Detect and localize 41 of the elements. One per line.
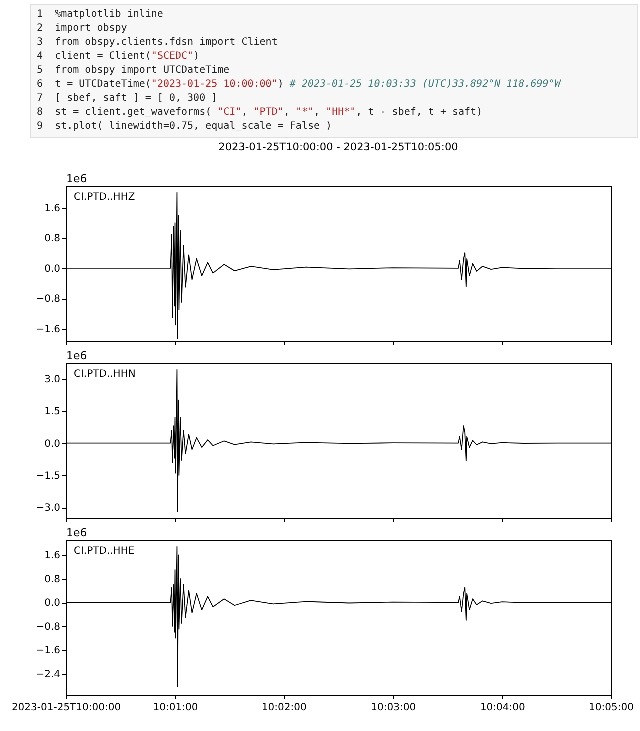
text: 3 from obspy.clients.fdsn import Client	[37, 37, 278, 48]
y-tick-label: −1.6	[36, 646, 60, 657]
y-tick-label: −3.0	[36, 503, 60, 514]
y-tick-label: −0.8	[36, 294, 60, 306]
x-tick-label: 10:04:00	[480, 702, 526, 714]
text: 8 st = client.get_waveforms(	[37, 107, 212, 118]
y-tick-label: −0.8	[36, 622, 60, 633]
text: 7 [ sbef, saft ] = [ 0, 300 ]	[37, 93, 218, 104]
y-axis-title: 1e6	[66, 526, 88, 540]
text: 6 t = UTCDateTime(	[37, 79, 152, 90]
annotation: CI.PTD..HHN	[74, 369, 136, 380]
y-tick-label: −1.5	[36, 470, 60, 482]
text: "SCEDC")	[151, 51, 200, 62]
chart-title: 2023-01-25T10:00:00 - 2023-01-25T10:05:00	[218, 142, 458, 154]
x-tick-label: 10:01:00	[153, 702, 198, 714]
text: 5 from obspy import UTCDateTime	[37, 65, 230, 76]
x-tick-label: 10:05:00	[589, 702, 634, 714]
y-tick-label: 0.0	[44, 438, 60, 450]
text: 4 client = Client(	[37, 51, 152, 62]
text: "2023-01-25 10:00:00") # 2023-01-25 10:03:33 (UTC)33.892°N 118.699°W	[151, 79, 561, 90]
y-tick-label: −2.4	[36, 669, 60, 680]
annotation: CI.PTD..HHZ	[74, 192, 136, 203]
text: 1 %matplotlib inline	[37, 9, 164, 20]
x-tick-label: 10:03:00	[371, 702, 416, 714]
y-tick-label: −1.6	[36, 324, 60, 336]
annotation: CI.PTD..HHE	[74, 546, 135, 557]
text: 9 st.plot( linewidth=0.75, equal_scale = False )	[37, 121, 332, 132]
y-tick-label: 0.0	[44, 598, 60, 610]
y-axis-title: 1e6	[66, 350, 88, 362]
y-tick-label: 1.5	[44, 406, 60, 418]
y-tick-label: 0.8	[44, 574, 60, 586]
text: "CI", "PTD", "*", "HH*", t - sbef, t + saft)	[218, 107, 483, 118]
text: 2 import obspy	[37, 23, 128, 34]
y-tick-label: 1.6	[44, 550, 60, 562]
y-tick-label: 3.0	[44, 374, 60, 386]
y-tick-label: 0.0	[44, 264, 60, 275]
y-tick-label: 1.6	[44, 203, 60, 214]
x-tick-label: 2023-01-25T10:00:00	[12, 702, 122, 714]
y-axis-title: 1e6	[66, 172, 88, 186]
y-tick-label: 0.8	[44, 234, 60, 245]
x-tick-label: 10:02:00	[262, 702, 307, 714]
